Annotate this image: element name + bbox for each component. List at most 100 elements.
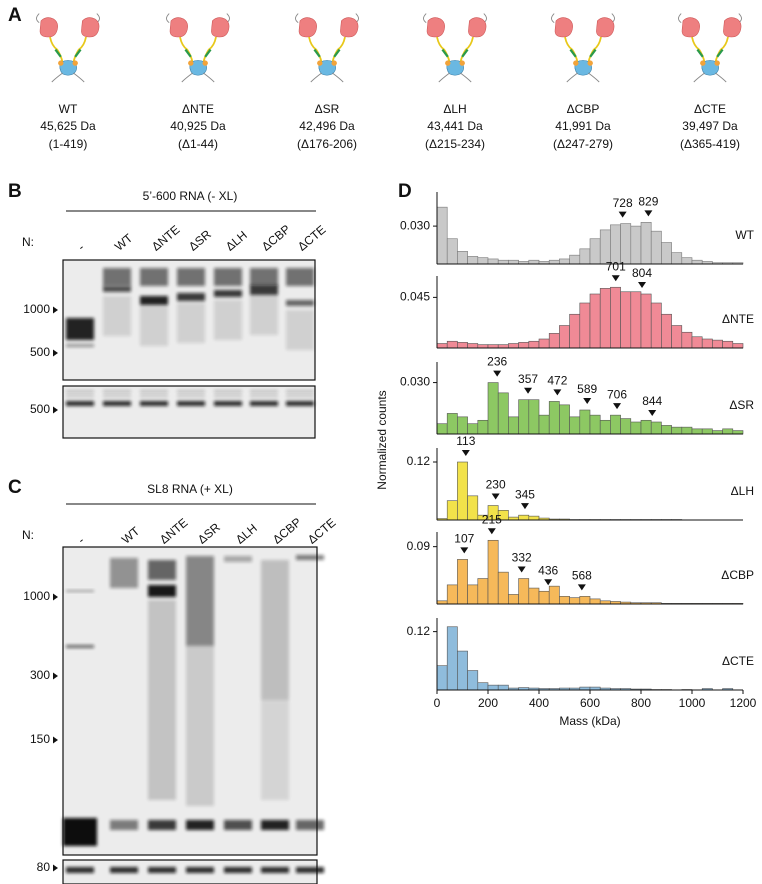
gel-band — [177, 390, 205, 393]
gel-band — [214, 268, 242, 286]
histogram-bar — [559, 596, 570, 605]
histogram-bar — [559, 325, 570, 349]
construct-name: ΔCBP — [567, 102, 600, 116]
histogram-bar — [446, 413, 458, 435]
lane-prefix: N: — [22, 235, 34, 249]
lane-label: ΔCBP — [259, 222, 293, 254]
gel-band — [186, 556, 214, 646]
peak-label: 357 — [518, 372, 538, 386]
peak-label: 706 — [607, 387, 627, 401]
y-axis-label: Normalized counts — [375, 390, 389, 489]
construct-range: (Δ247-279) — [553, 137, 613, 151]
peak-marker — [577, 584, 586, 591]
histogram-bar — [528, 259, 540, 265]
gel-band — [296, 867, 324, 873]
gel-band — [148, 585, 176, 597]
y-tick-label: 0.12 — [407, 454, 431, 468]
histogram-bar — [487, 539, 499, 605]
histogram-bar — [538, 414, 550, 435]
x-tick-label: 1200 — [730, 696, 757, 710]
peak-marker — [618, 211, 627, 218]
marker-arrow — [53, 349, 58, 357]
histogram-bar — [508, 343, 519, 349]
histogram-bar — [599, 288, 611, 349]
gel-band — [296, 820, 324, 830]
histogram-bar — [436, 206, 448, 265]
histogram-bar — [548, 259, 560, 265]
gel-band — [66, 318, 94, 340]
gel-band — [103, 401, 131, 406]
histogram-bar — [446, 340, 458, 349]
marker-arrow — [53, 672, 58, 680]
histogram-bar — [691, 336, 703, 349]
marker-arrow — [53, 406, 58, 414]
peak-label: 113 — [456, 434, 475, 448]
lane-label: ΔNTE — [157, 515, 191, 546]
histogram-bar — [569, 254, 581, 265]
histogram-bar — [457, 650, 468, 691]
panel-letter: D — [398, 181, 412, 202]
gel-band — [214, 300, 242, 340]
marker-arrow — [53, 736, 58, 744]
histogram-bar — [477, 257, 489, 265]
histogram-bar — [487, 258, 499, 265]
panel-letter: C — [8, 477, 22, 498]
histogram-bar — [681, 426, 693, 435]
histogram-bar — [661, 313, 672, 349]
gel-band — [286, 390, 314, 393]
y-tick-label: 0.030 — [400, 218, 430, 232]
gel-band — [250, 295, 278, 335]
gel-band — [140, 296, 168, 305]
histogram-bar — [630, 421, 642, 435]
histogram-bar — [579, 409, 591, 435]
histogram-bar — [569, 597, 581, 605]
gel-band — [214, 395, 242, 397]
histogram-bar — [722, 428, 734, 435]
histogram-bar — [610, 224, 621, 265]
gel-band — [148, 820, 176, 830]
lane-label: ΔNTE — [149, 222, 183, 253]
x-axis-label: Mass (kDa) — [559, 714, 620, 728]
marker-arrow — [53, 306, 58, 314]
histogram-bar — [712, 339, 723, 349]
panel-letter: B — [8, 181, 22, 202]
histogram-bar — [640, 222, 652, 265]
histogram-bar — [497, 259, 509, 265]
peak-label: 436 — [538, 563, 558, 577]
gel-band — [186, 820, 214, 830]
histogram-bar — [436, 343, 448, 349]
peak-marker — [491, 493, 500, 500]
gel-band — [261, 560, 289, 700]
series-name: ΔSR — [729, 398, 754, 412]
histogram-bar — [650, 421, 662, 435]
peak-label: 829 — [638, 194, 658, 208]
lane-label: WT — [112, 231, 136, 254]
peak-marker — [487, 528, 496, 535]
construct-range: (Δ176-206) — [297, 137, 357, 151]
histogram-bar — [548, 401, 560, 435]
histogram-bar — [640, 293, 652, 349]
gel-band — [103, 296, 131, 336]
histogram-bar — [538, 590, 550, 605]
protein-cartoon — [294, 12, 360, 84]
histogram-bar — [548, 333, 560, 349]
peak-label: 844 — [642, 394, 662, 408]
histogram-bar — [518, 578, 530, 605]
series-name: ΔCBP — [721, 568, 754, 582]
gel-band — [110, 558, 138, 588]
lane-label: ΔCTE — [305, 515, 339, 546]
x-tick-label: 600 — [580, 696, 600, 710]
construct-mass: 41,991 Da — [555, 119, 611, 133]
gel-band — [186, 867, 214, 873]
histogram-bar — [467, 256, 479, 265]
histogram-bar — [446, 584, 458, 605]
histogram-bar — [508, 259, 519, 265]
peak-label: 215 — [482, 512, 502, 526]
gel-band — [214, 290, 242, 297]
gel-band — [140, 306, 168, 346]
histogram-bar — [508, 416, 519, 435]
gel-band — [66, 344, 94, 347]
marker-arrow — [53, 864, 58, 872]
histogram-bar — [559, 258, 570, 265]
